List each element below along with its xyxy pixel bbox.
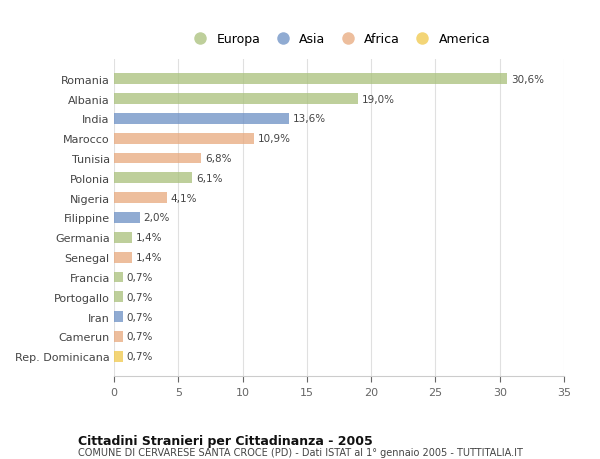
Text: 0,7%: 0,7%: [127, 312, 153, 322]
Bar: [114, 213, 140, 224]
Text: 2,0%: 2,0%: [143, 213, 170, 223]
Text: 0,7%: 0,7%: [127, 352, 153, 362]
Bar: [114, 153, 202, 164]
Bar: [114, 312, 123, 322]
Bar: [114, 193, 167, 204]
Text: 1,4%: 1,4%: [136, 233, 163, 243]
Text: 4,1%: 4,1%: [170, 193, 197, 203]
Text: 1,4%: 1,4%: [136, 252, 163, 263]
Bar: [114, 74, 508, 85]
Text: 6,1%: 6,1%: [196, 174, 223, 184]
Text: Cittadini Stranieri per Cittadinanza - 2005: Cittadini Stranieri per Cittadinanza - 2…: [78, 434, 373, 447]
Text: 0,7%: 0,7%: [127, 292, 153, 302]
Bar: [114, 173, 193, 184]
Text: 10,9%: 10,9%: [258, 134, 291, 144]
Text: 30,6%: 30,6%: [511, 74, 544, 84]
Bar: [114, 331, 123, 342]
Bar: [114, 94, 358, 105]
Bar: [114, 351, 123, 362]
Text: 0,7%: 0,7%: [127, 332, 153, 342]
Bar: [114, 292, 123, 302]
Text: 13,6%: 13,6%: [293, 114, 326, 124]
Bar: [114, 134, 254, 144]
Legend: Europa, Asia, Africa, America: Europa, Asia, Africa, America: [182, 28, 496, 51]
Text: COMUNE DI CERVARESE SANTA CROCE (PD) - Dati ISTAT al 1° gennaio 2005 - TUTTITALI: COMUNE DI CERVARESE SANTA CROCE (PD) - D…: [78, 448, 523, 458]
Bar: [114, 232, 132, 243]
Text: 0,7%: 0,7%: [127, 272, 153, 282]
Text: 6,8%: 6,8%: [205, 154, 232, 164]
Bar: [114, 272, 123, 283]
Text: 19,0%: 19,0%: [362, 94, 395, 104]
Bar: [114, 252, 132, 263]
Bar: [114, 114, 289, 124]
